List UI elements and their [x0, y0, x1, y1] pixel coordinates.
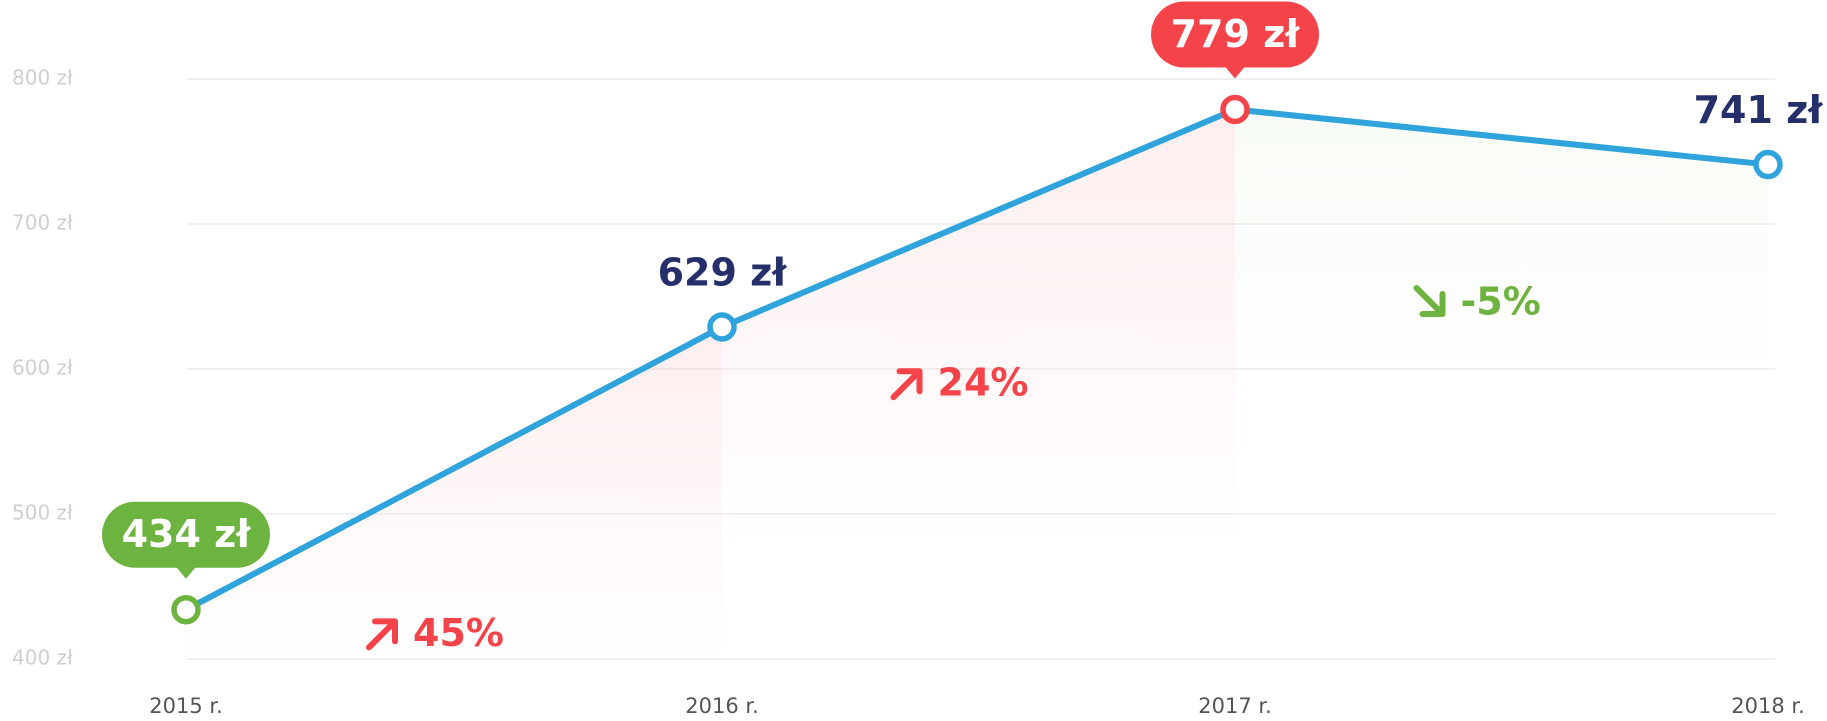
area-shade [722, 109, 1235, 547]
value-label: 629 zł [658, 250, 788, 294]
change-label: 45% [413, 611, 504, 655]
x-tick-label: 2018 r. [1731, 694, 1805, 718]
y-tick-label: 700 zł [12, 211, 73, 235]
x-tick-label: 2016 r. [685, 694, 759, 718]
arrow-icon [1413, 285, 1446, 317]
change-annotation: -5% [1413, 280, 1541, 324]
line [184, 106, 1769, 613]
area-shade [186, 326, 722, 659]
point [707, 312, 737, 342]
x-tick-label: 2017 r. [1198, 694, 1272, 718]
y-tick-label: 800 zł [12, 66, 73, 90]
y-tick-label: 400 zł [12, 646, 73, 670]
change-annotation: 24% [890, 361, 1029, 405]
value-label: 434 zł [122, 512, 252, 556]
value-label: 741 zł [1694, 88, 1824, 132]
point [1753, 149, 1783, 180]
value-label: 779 zł [1171, 12, 1301, 56]
point [171, 594, 201, 625]
arrow-icon [890, 368, 923, 401]
change-annotation: 45% [366, 611, 504, 655]
label-pointer [176, 566, 196, 579]
label-bubble [102, 501, 270, 568]
area-shade [1235, 109, 1768, 385]
label-pointer [1225, 66, 1245, 79]
y-tick-label: 600 zł [12, 356, 73, 380]
y-tick-label: 500 zł [12, 501, 73, 525]
arrow-icon [366, 618, 398, 651]
x-tick-label: 2015 r. [149, 694, 223, 718]
point [1220, 94, 1250, 125]
change-label: 24% [938, 361, 1029, 405]
change-label: -5% [1461, 280, 1541, 324]
label-bubble [1151, 1, 1319, 68]
